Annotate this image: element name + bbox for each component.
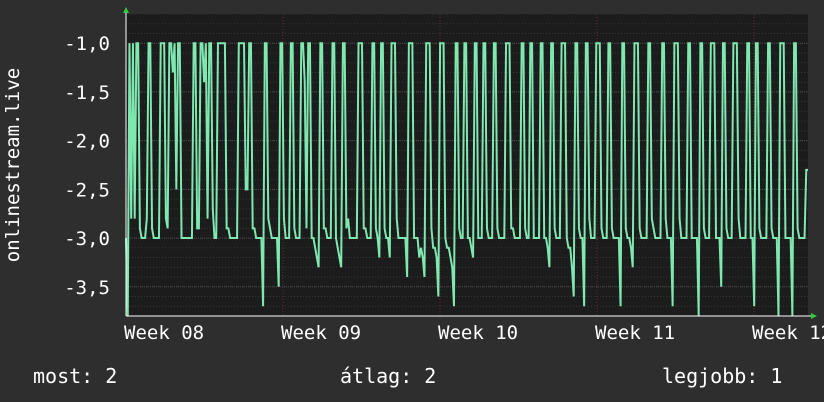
y-axis-label: onlinestream.live: [2, 68, 24, 262]
series-line-group: [125, 42, 808, 317]
x-tick-label: Week 12: [752, 322, 824, 344]
y-tick-label: -2,5: [64, 179, 110, 201]
x-tick-label: Week 09: [281, 322, 361, 344]
y-tick-labels: -1,0 -1,5 -2,0 -2,5 -3,0 -3,5: [64, 33, 110, 299]
y-tick-label: -1,0: [64, 33, 110, 55]
series-line: [125, 42, 808, 317]
legend-best: legjobb: 1: [662, 364, 783, 388]
y-tick-label: -1,5: [64, 82, 110, 104]
axes: [123, 7, 817, 319]
y-tick-label: -2,0: [64, 131, 110, 153]
y-tick-label: -3,5: [64, 277, 110, 299]
x-tick-labels: Week 08 Week 09 Week 10 Week 11 Week 12: [124, 322, 824, 344]
x-tick-label: Week 10: [438, 322, 518, 344]
legend-current: most: 2: [33, 364, 118, 388]
y-tick-label: -3,0: [64, 228, 110, 250]
x-tick-label: Week 08: [124, 322, 204, 344]
legend-average: átlag: 2: [340, 364, 437, 388]
y-axis-arrow-icon: [123, 7, 129, 13]
x-tick-label: Week 11: [595, 322, 675, 344]
chart: -1,0-1,5-2,0-2,5-3,0-3,5 Week 08 Week 09 W…: [2, 7, 824, 344]
x-axis-arrow-icon: [811, 313, 817, 319]
